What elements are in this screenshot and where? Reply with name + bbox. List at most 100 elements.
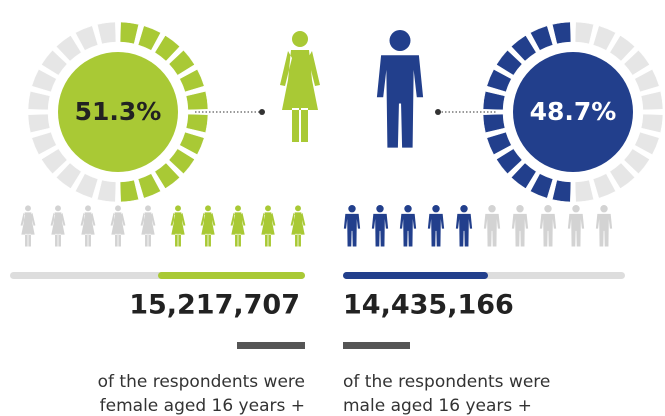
man-icon [516,205,524,213]
man-icon [455,213,473,247]
donut [482,21,664,203]
female-caption: of the respondents were [98,372,305,392]
donut-segment [31,131,57,155]
donut-segment [640,91,664,111]
woman-icon [80,212,96,247]
woman-icon [170,212,186,247]
donut-segment [510,162,537,189]
donut-segment [486,131,512,155]
connector-dot [259,109,265,115]
woman-icon [140,212,156,247]
donut-segment [41,49,68,76]
donut-segment [27,113,51,133]
woman-icon [115,205,121,212]
donut-segment [634,131,660,155]
donut-segment [97,21,117,45]
donut-segment [496,49,523,76]
man-icon [399,213,417,247]
man-icon [348,205,356,213]
man-icon [432,205,440,213]
donut-segment [185,113,209,133]
donut-segment [530,173,554,199]
donut-segment [486,69,512,93]
woman-icon [235,205,241,212]
divider [237,342,305,349]
donut-segment [168,148,195,175]
donut-segment [510,35,537,62]
donut-segment [592,173,616,199]
donut-segment [119,21,139,45]
male-percent: 48.7% [530,97,617,126]
man-icon [376,205,384,213]
donut-segment [154,35,181,62]
man-icon [600,205,608,213]
donut-segment [552,21,572,45]
donut-segment [185,91,209,111]
man-icon [544,205,552,213]
connector-dot [435,109,441,115]
man-icon [539,213,557,247]
donut-segment [496,148,523,175]
donut-segment [640,113,664,133]
man-icon [389,30,411,51]
male-caption: of the respondents were [343,372,550,392]
donut-segment [75,25,99,51]
woman-icon [260,212,276,247]
woman-icon [280,50,320,142]
donut-segment [482,91,506,111]
female-percent: 51.3% [75,97,162,126]
donut-segment [179,131,205,155]
donut-segment [623,49,650,76]
female-count: 15,217,707 [129,290,300,321]
woman-icon [175,205,181,212]
man-icon [376,55,424,148]
female-caption: female aged 16 years + [100,396,305,416]
woman-icon [265,205,271,212]
man-icon [483,213,501,247]
woman-icon [230,212,246,247]
woman-icon [55,205,61,212]
man-icon [488,205,496,213]
male-caption: male aged 16 years + [343,396,532,416]
donut-segment [75,173,99,199]
donut-segment [55,162,82,189]
woman-icon [290,212,306,247]
woman-icon [145,205,151,212]
female-center [58,52,178,172]
donut-segment [592,25,616,51]
female-bar [158,272,305,279]
donut-segment [168,49,195,76]
man-icon [460,205,468,213]
donut-segment [552,179,572,203]
man-icon [595,213,613,247]
donut-segment [623,148,650,175]
woman-icon [20,212,36,247]
male-center [513,52,633,172]
donut-segment [55,35,82,62]
people-icons [20,30,613,247]
woman-icon [25,205,31,212]
donut-segment [482,113,506,133]
donut-segment [137,25,161,51]
donut-segment [574,179,594,203]
donut-segment [137,173,161,199]
donut-segment [530,25,554,51]
woman-icon [292,31,308,47]
woman-icon [295,205,301,212]
donut-segment [41,148,68,175]
divider [343,342,410,349]
man-icon [572,205,580,213]
donut-segment [574,21,594,45]
man-icon [567,213,585,247]
woman-icon [50,212,66,247]
man-icon [511,213,529,247]
donut [27,21,209,203]
donut-segment [154,162,181,189]
man-icon [404,205,412,213]
donut-segment [634,69,660,93]
woman-icon [85,205,91,212]
male-count: 14,435,166 [343,290,514,321]
male-bar [343,272,488,279]
man-icon [371,213,389,247]
